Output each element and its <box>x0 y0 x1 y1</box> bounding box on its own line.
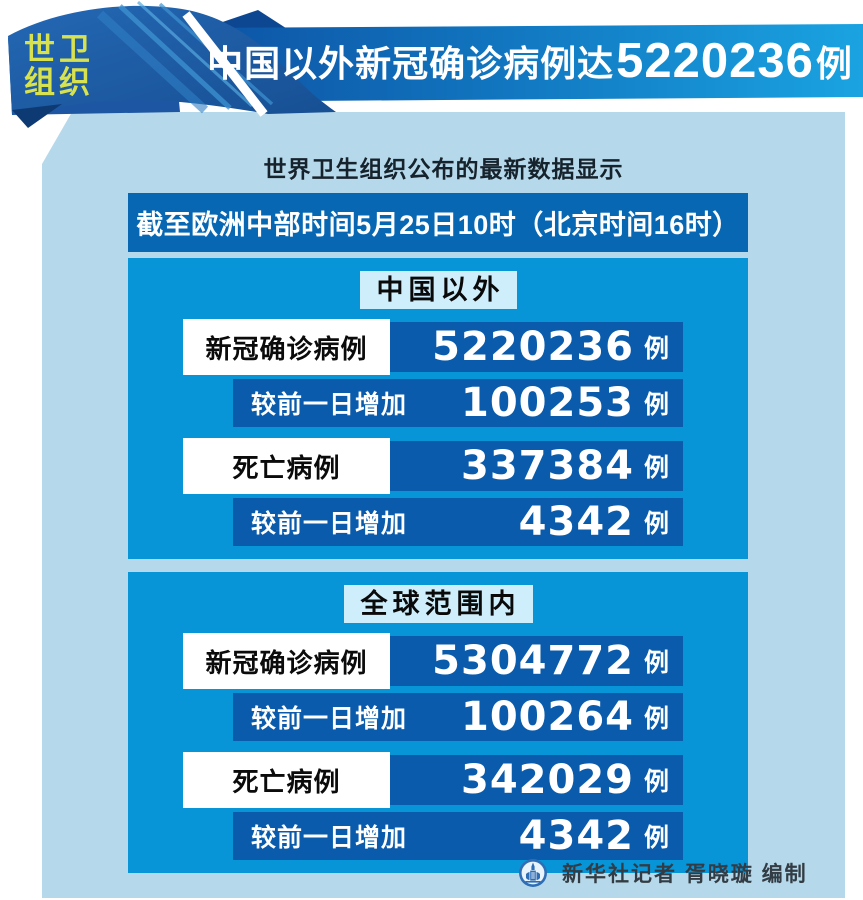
stat-value: 4342 <box>518 813 634 859</box>
stat-unit: 例 <box>643 391 669 419</box>
stat-row: 新冠确诊病例 5304772 例 <box>128 633 748 689</box>
panel-outside-china-title: 中国以外 <box>359 271 517 309</box>
who-badge-line2: 组织 <box>24 65 94 100</box>
who-badge-line1: 世卫 <box>24 32 94 67</box>
stat-value: 100264 <box>460 694 634 740</box>
stat-band: 100253 例 <box>233 379 683 427</box>
credit-text: 新华社记者 胥晓璇 编制 <box>562 863 808 886</box>
intro-text: 世界卫生组织公布的最新数据显示 <box>263 156 624 182</box>
stat-label: 死亡病例 <box>183 438 390 494</box>
stat-unit: 例 <box>643 335 669 363</box>
page-title: 中国以外新冠确诊病例达 5220236 例 <box>200 26 860 96</box>
stat-row: 100264 例 较前一日增加 <box>128 693 748 741</box>
who-badge: 世卫 组织 <box>24 33 94 99</box>
stat-row: 死亡病例 342029 例 <box>128 752 748 808</box>
stat-unit: 例 <box>643 454 669 482</box>
stat-unit: 例 <box>643 649 669 677</box>
stat-row: 4342 例 较前一日增加 <box>128 812 748 860</box>
ribbon-banner-graphic <box>8 0 863 128</box>
stat-label: 较前一日增加 <box>251 705 408 733</box>
footer: 新华社记者 胥晓璇 编制 <box>42 856 845 890</box>
stat-value: 337384 <box>460 443 634 489</box>
stat-label: 较前一日增加 <box>251 510 408 538</box>
banner-bar <box>163 24 863 102</box>
xinhua-logo-icon <box>519 859 547 887</box>
stat-unit: 例 <box>643 768 669 796</box>
stat-unit: 例 <box>643 705 669 733</box>
title-number: 5220236 <box>616 34 814 88</box>
stat-label: 较前一日增加 <box>251 391 408 419</box>
stat-label: 新冠确诊病例 <box>183 319 390 375</box>
stat-value: 100253 <box>460 380 634 426</box>
stat-label: 新冠确诊病例 <box>183 633 390 689</box>
stat-label: 较前一日增加 <box>251 824 408 852</box>
stat-band: 4342 例 <box>233 812 683 860</box>
stat-label: 死亡病例 <box>183 752 390 808</box>
panel-outside-china: 中国以外 新冠确诊病例 5220236 例 100253 例 <box>128 258 748 559</box>
stats-column: 截至欧洲中部时间5月25日10时（北京时间16时） 中国以外 新冠确诊病例 52… <box>128 193 748 886</box>
stat-unit: 例 <box>643 510 669 538</box>
panel-global: 全球范围内 新冠确诊病例 5304772 例 100264 例 <box>128 572 748 873</box>
stat-value: 4342 <box>518 499 634 545</box>
title-prefix: 中国以外新冠确诊病例达 <box>207 43 615 84</box>
stat-unit: 例 <box>643 824 669 852</box>
stat-row: 新冠确诊病例 5220236 例 <box>128 319 748 375</box>
panel-global-title: 全球范围内 <box>343 585 533 623</box>
stat-value: 5304772 <box>432 638 634 684</box>
stat-value: 5220236 <box>432 324 634 370</box>
timestamp-bar: 截至欧洲中部时间5月25日10时（北京时间16时） <box>128 193 748 252</box>
stat-band: 100264 例 <box>233 693 683 741</box>
ribbon-fold <box>12 104 62 128</box>
stat-row: 死亡病例 337384 例 <box>128 438 748 494</box>
stat-band: 4342 例 <box>233 498 683 546</box>
title-suffix: 例 <box>815 43 853 84</box>
stat-row: 4342 例 较前一日增加 <box>128 498 748 546</box>
stat-row: 100253 例 较前一日增加 <box>128 379 748 427</box>
content-card: 世界卫生组织公布的最新数据显示 截至欧洲中部时间5月25日10时（北京时间16时… <box>42 112 845 898</box>
stat-value: 342029 <box>460 757 634 803</box>
